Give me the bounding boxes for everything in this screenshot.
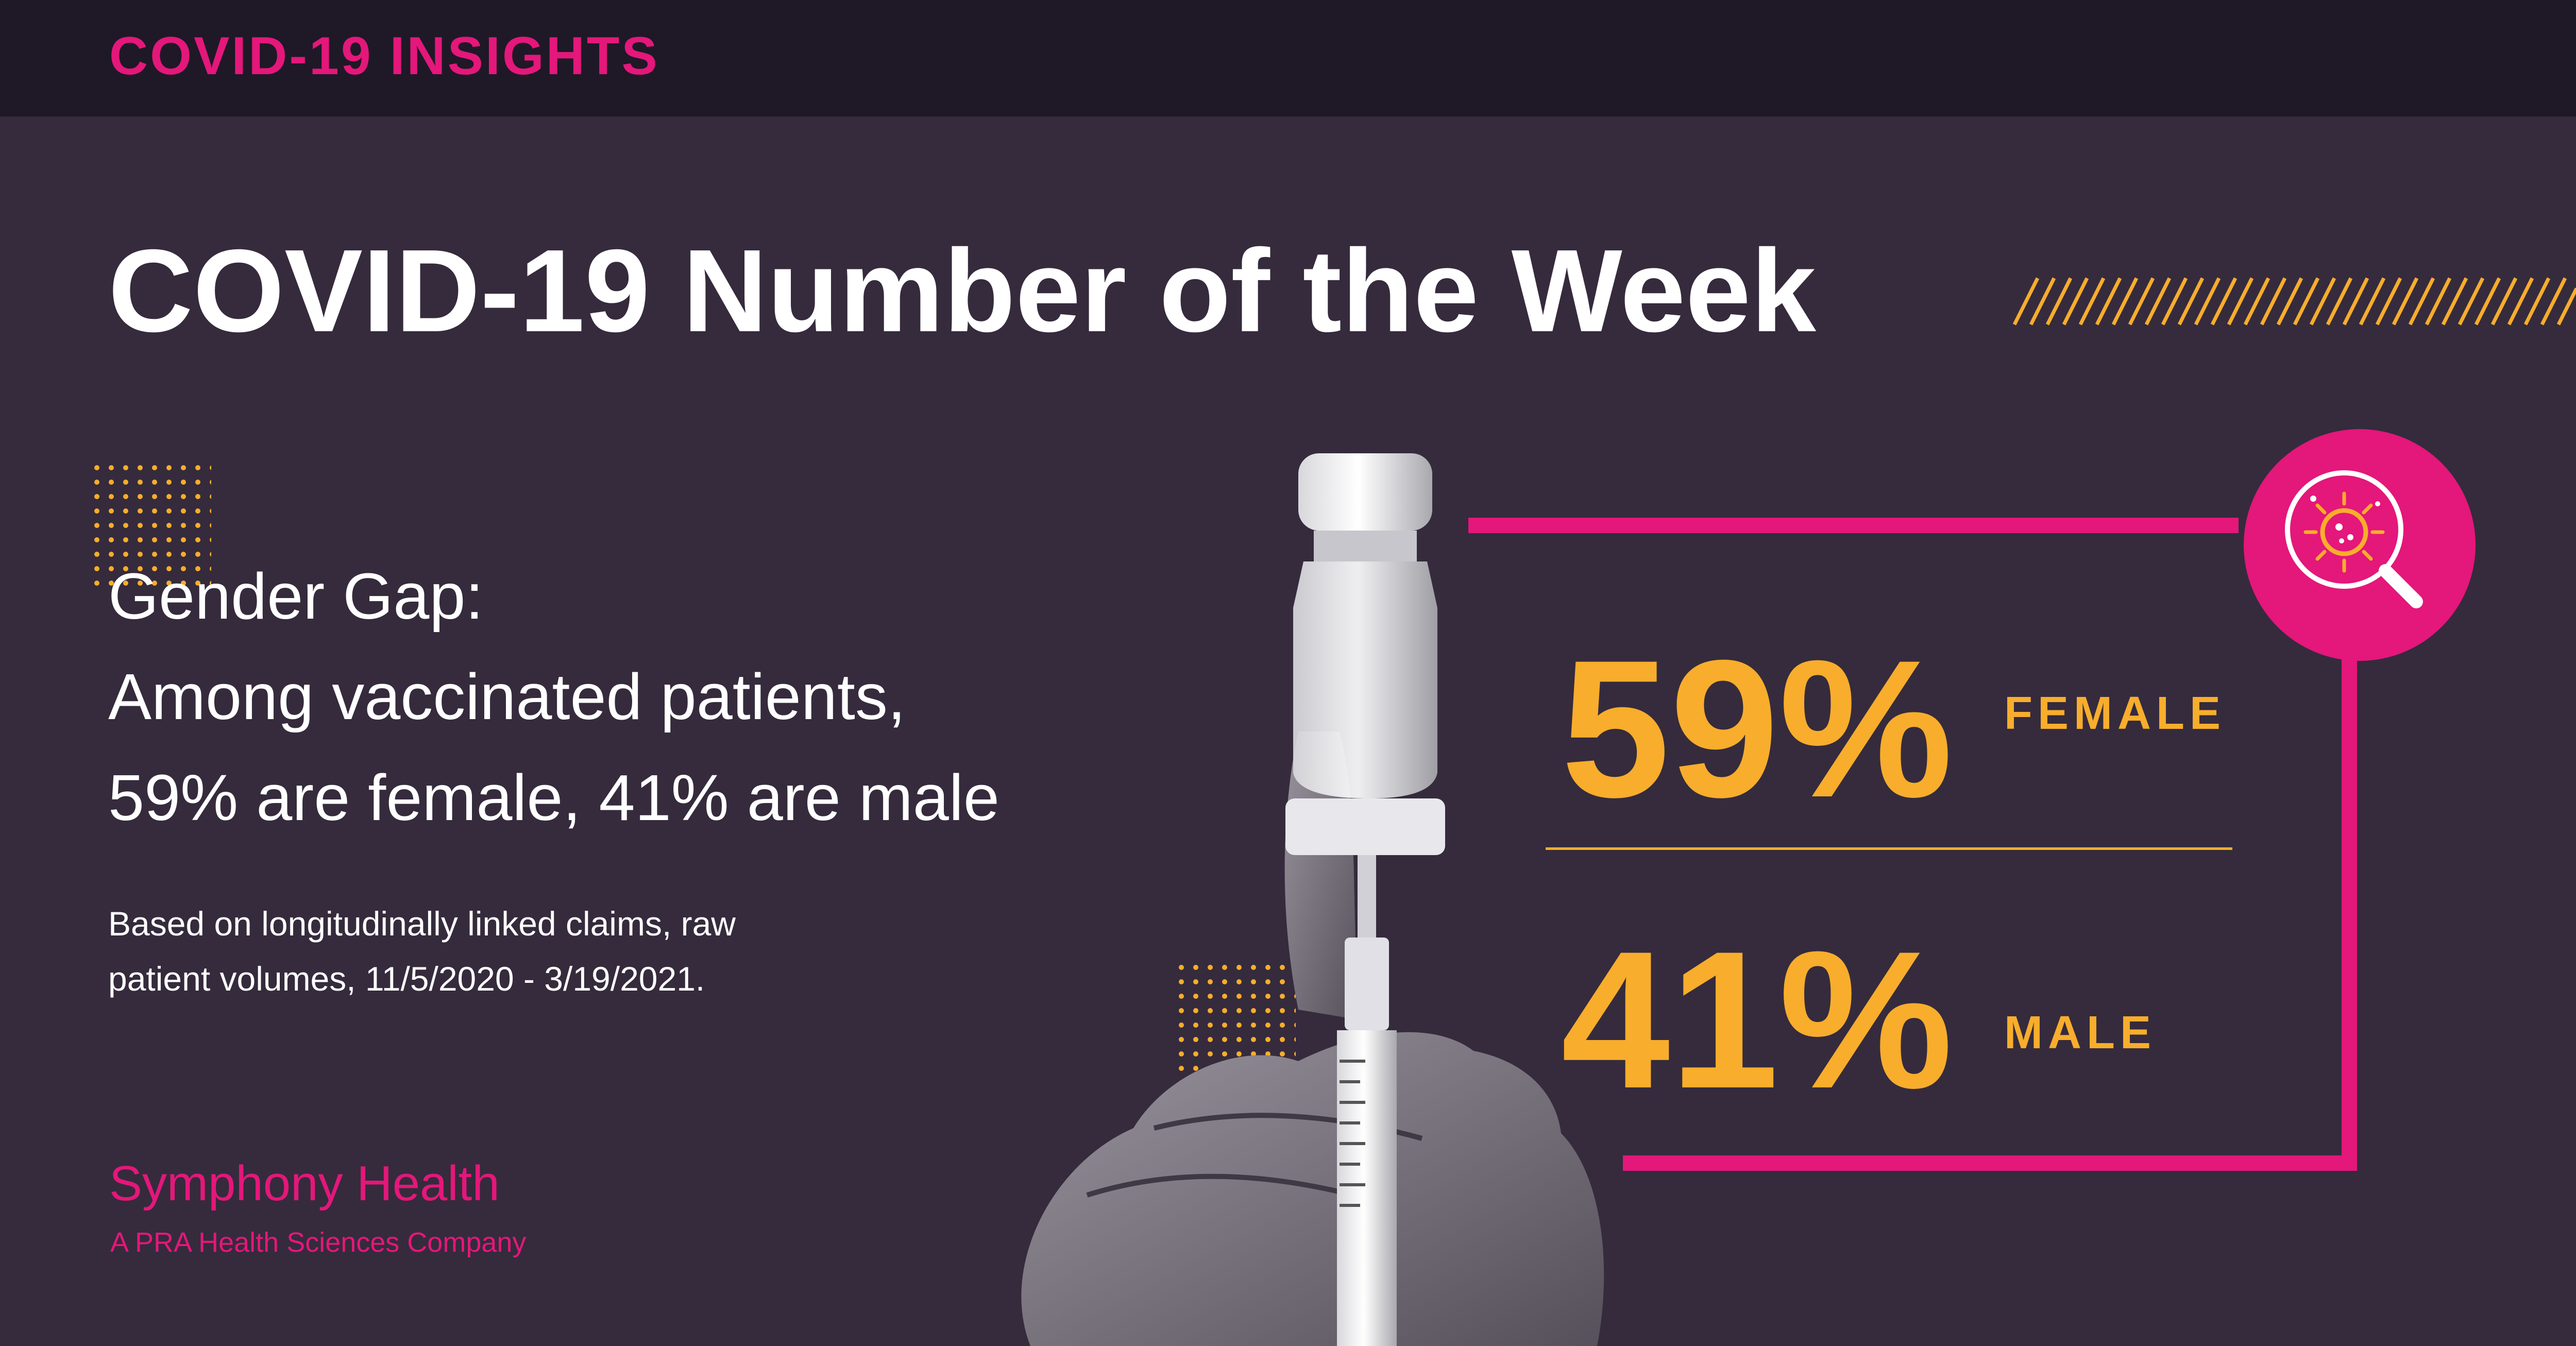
footnote-line-2: patient volumes, 11/5/2020 - 3/19/2021.	[108, 959, 705, 998]
banner-label: COVID-19 INSIGHTS	[109, 26, 659, 86]
vaccine-vial-hand-image	[1021, 453, 1604, 1346]
decorative-stripes	[2012, 277, 2576, 326]
headline-line-2: Among vaccinated patients,	[108, 660, 906, 734]
footnote-line-1: Based on longitudinally linked claims, r…	[108, 905, 736, 943]
page-title: COVID-19 Number of the Week	[108, 226, 1817, 356]
top-banner: COVID-19 INSIGHTS	[0, 0, 2576, 116]
stats-divider	[1546, 847, 2232, 850]
footnote: Based on longitudinally linked claims, r…	[108, 896, 736, 1007]
headline-line-1: Gender Gap:	[108, 560, 484, 633]
male-percent-value: 41%	[1561, 910, 1953, 1129]
brand-tagline: A PRA Health Sciences Company	[110, 1227, 527, 1258]
decorative-dots-left	[93, 464, 211, 592]
male-label: MALE	[2004, 1007, 2156, 1059]
virus-magnifier-icon	[2244, 429, 2476, 661]
female-percent-value: 59%	[1561, 619, 1953, 838]
headline: Gender Gap: Among vaccinated patients, 5…	[108, 546, 999, 848]
headline-line-3: 59% are female, 41% are male	[108, 761, 999, 834]
female-label: FEMALE	[2004, 688, 2226, 739]
brand-name: Symphony Health	[109, 1156, 500, 1211]
